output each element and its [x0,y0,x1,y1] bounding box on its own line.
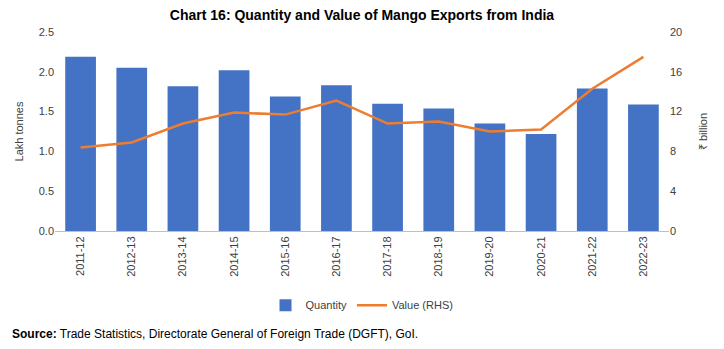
svg-text:2.5: 2.5 [39,26,54,38]
svg-text:0.0: 0.0 [39,225,54,237]
svg-text:2015-16: 2015-16 [279,236,291,276]
svg-text:2014-15: 2014-15 [228,236,240,276]
svg-text:2.0: 2.0 [39,66,54,78]
svg-text:0.5: 0.5 [39,185,54,197]
svg-text:2016-17: 2016-17 [330,236,342,276]
svg-text:0: 0 [670,225,676,237]
svg-text:20: 20 [670,26,682,38]
svg-text:Chart 16: Quantity and Value o: Chart 16: Quantity and Value of Mango Ex… [170,7,554,23]
svg-text:Source: Trade Statistics, Dire: Source: Trade Statistics, Directorate Ge… [12,327,418,341]
svg-text:2011-12: 2011-12 [74,236,86,276]
svg-text:16: 16 [670,66,682,78]
svg-text:Value (RHS): Value (RHS) [392,299,453,311]
svg-text:8: 8 [670,145,676,157]
svg-text:4: 4 [670,185,676,197]
svg-text:12: 12 [670,105,682,117]
svg-text:Lakh tonnes: Lakh tonnes [13,101,25,161]
svg-text:Quantity: Quantity [306,299,347,311]
svg-text:2020-21: 2020-21 [535,236,547,276]
svg-text:2022-23: 2022-23 [637,236,649,276]
svg-text:2019-20: 2019-20 [483,236,495,276]
svg-text:₹ billion: ₹ billion [697,113,709,150]
svg-text:1.0: 1.0 [39,145,54,157]
svg-text:2018-19: 2018-19 [432,236,444,276]
svg-text:1.5: 1.5 [39,105,54,117]
svg-text:2013-14: 2013-14 [176,236,188,276]
svg-text:2021-22: 2021-22 [586,236,598,276]
svg-text:2012-13: 2012-13 [125,236,137,276]
svg-text:2017-18: 2017-18 [381,236,393,276]
